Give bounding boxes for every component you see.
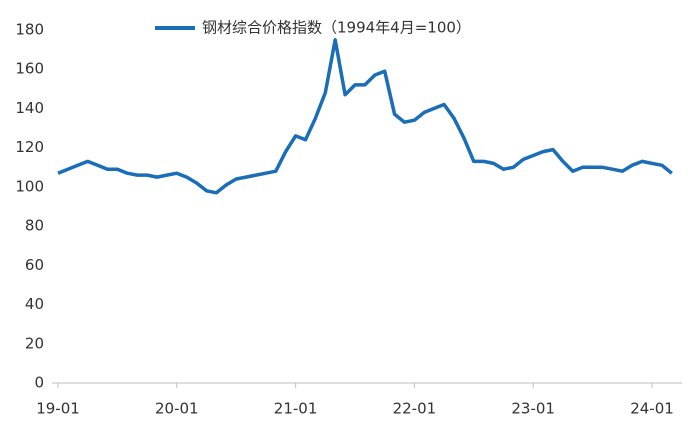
y-tick-label: 140 (15, 99, 44, 117)
x-tick-label: 23-01 (511, 400, 555, 418)
y-tick-label: 160 (15, 60, 44, 78)
y-tick-label: 180 (15, 21, 44, 39)
x-tick-label: 24-01 (630, 400, 674, 418)
x-tick-label: 20-01 (155, 400, 199, 418)
y-tick-label: 40 (25, 295, 44, 313)
x-tick-label: 21-01 (274, 400, 318, 418)
y-tick-label: 80 (25, 217, 44, 235)
y-tick-label: 60 (25, 256, 44, 274)
y-tick-label: 100 (15, 177, 44, 195)
x-tick-label: 22-01 (393, 400, 437, 418)
legend-text: 钢材综合价格指数（1994年4月=100） (202, 19, 471, 37)
y-tick-label: 120 (15, 138, 44, 156)
x-tick-label: 19-01 (36, 400, 80, 418)
series-line (57, 38, 673, 195)
y-tick-label: 0 (34, 374, 44, 392)
y-tick-label: 20 (25, 334, 44, 352)
